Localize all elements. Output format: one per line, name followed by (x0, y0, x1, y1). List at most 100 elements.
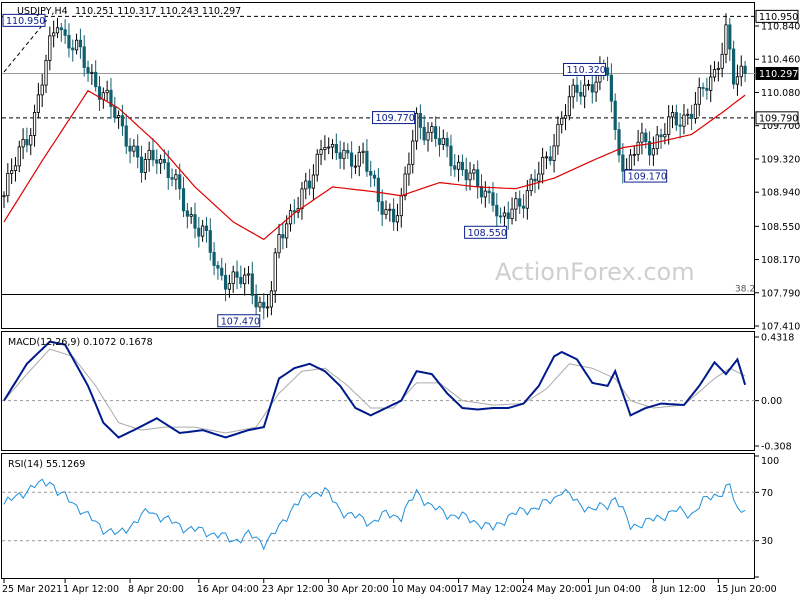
candle-body (346, 149, 350, 154)
level-price-tag (755, 66, 799, 80)
x-tick-label: 24 May 20:00 (522, 584, 587, 595)
level-price-tag (755, 9, 799, 23)
candle-body (273, 252, 277, 292)
candle-body (86, 67, 90, 74)
level-price-label: 110.297 (759, 69, 798, 80)
candle-body (632, 153, 636, 156)
candle-body (342, 149, 346, 159)
candle-body (25, 139, 29, 146)
candle-body (724, 24, 728, 55)
candle-body (392, 208, 396, 223)
candle-body (117, 115, 121, 118)
candle-body (159, 158, 163, 164)
candle-body (422, 126, 426, 141)
x-tick-label: 1 Apr 12:00 (63, 584, 119, 595)
price-tick-label: 110.840 (761, 21, 800, 32)
candle-body (617, 129, 621, 156)
candle-body (434, 126, 438, 139)
candle-body (430, 126, 434, 133)
x-tick-label: 8 Jun 12:00 (651, 584, 705, 595)
candle-body (246, 273, 251, 276)
macd-tick-label: -0.308 (761, 442, 792, 453)
candle-body (491, 192, 495, 206)
candle-body (384, 209, 388, 215)
candle-body (659, 134, 663, 138)
candle-body (338, 152, 342, 159)
candle-body (605, 67, 610, 76)
candle-body (735, 76, 740, 85)
price-tick-label: 108.550 (761, 222, 800, 233)
candle-body (651, 148, 656, 156)
candle-body (21, 139, 25, 148)
macd-layer: 0.4318 0.00 -0.308 (2, 333, 794, 453)
candle-body (13, 165, 18, 172)
candle-body (67, 34, 71, 49)
macd-panel (1, 331, 755, 451)
candle-body (628, 154, 633, 170)
candle-body (728, 24, 732, 50)
candle-body (59, 27, 63, 31)
candle-body (590, 84, 594, 93)
candle-body (445, 137, 449, 147)
candle-body (63, 29, 67, 36)
candle-body (132, 145, 136, 152)
swing-label: 108.550 (468, 228, 507, 239)
candle-body (143, 159, 147, 173)
candle-body (514, 198, 518, 210)
candle-body (701, 87, 705, 89)
candle-body (563, 115, 568, 119)
candle-body (109, 89, 113, 107)
candle-body (258, 301, 262, 308)
candle-body (548, 156, 552, 161)
candle-body (327, 146, 331, 149)
candle-body (105, 89, 109, 94)
level-price-label: 110.950 (759, 12, 798, 23)
candle-body (521, 205, 526, 209)
candle-body (498, 215, 503, 218)
candle-body (487, 190, 491, 194)
candle-body (476, 169, 480, 187)
candle-body (52, 32, 56, 37)
candle-body (357, 151, 361, 167)
candle-body (483, 190, 487, 198)
candle-body (97, 86, 102, 100)
candle-body (262, 301, 266, 309)
swing-label-box (464, 225, 508, 239)
symbol-label: USDJPY,H4 (17, 6, 68, 17)
level-price-label: 109.790 (759, 113, 798, 124)
price-tick-label: 108.170 (761, 255, 800, 266)
candle-body (250, 273, 254, 296)
rsi-tick-label: 70 (761, 488, 773, 499)
candle-body (292, 210, 296, 213)
candle-body (10, 170, 14, 174)
candle-body (124, 125, 128, 147)
swing-label: 109.770 (376, 113, 415, 124)
candle-body (330, 143, 335, 148)
candle-body (609, 74, 613, 102)
candle-body (556, 123, 560, 147)
candle-body (277, 234, 281, 254)
candle-body (315, 153, 319, 176)
x-tick-label: 16 Apr 04:00 (197, 584, 259, 595)
candle-body (686, 113, 690, 116)
candle-body (281, 234, 285, 239)
candle-body (235, 271, 239, 278)
swing-label: 107.470 (221, 316, 260, 327)
candle-body (411, 140, 415, 165)
candle-body (285, 223, 289, 239)
price-tick-label: 109.700 (761, 121, 800, 132)
candle-body (716, 67, 720, 70)
candle-body (441, 137, 445, 145)
candle-body (319, 149, 323, 155)
candle-body (311, 174, 316, 189)
candle-body (453, 165, 457, 170)
candle-body (575, 84, 579, 93)
swing-label: 110.320 (567, 65, 606, 76)
candle-body (231, 271, 235, 285)
candle-body (128, 145, 132, 152)
candle-body (594, 81, 598, 93)
candle-body (712, 69, 717, 78)
candle-body (663, 133, 667, 138)
candle-body (552, 145, 556, 161)
